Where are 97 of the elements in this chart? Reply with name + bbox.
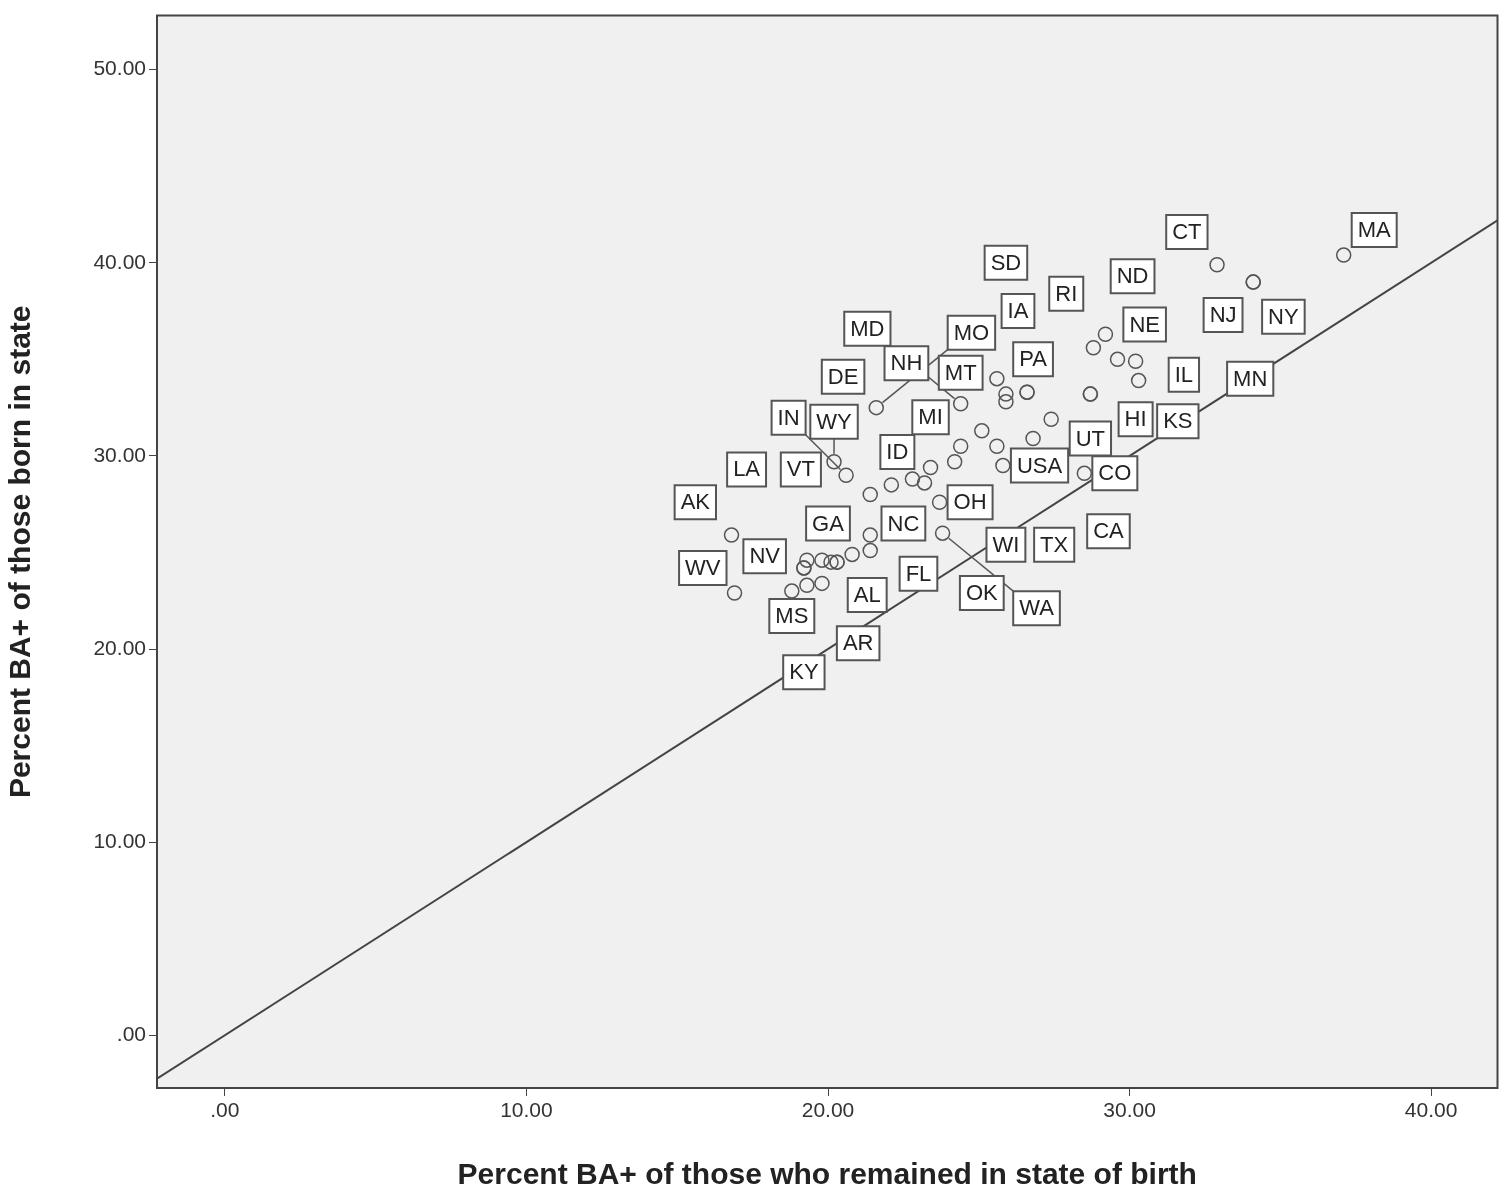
point (1209, 256, 1225, 273)
annotation: KS (1163, 408, 1193, 434)
annotation: FL (905, 560, 932, 586)
point (868, 399, 885, 416)
y-tick-label: 40.00 (93, 249, 146, 273)
x-tick-label: 40.00 (1404, 1098, 1458, 1122)
annotation: MA (1357, 217, 1392, 243)
annotation: MT (944, 359, 977, 385)
point (989, 370, 1005, 387)
point (1127, 353, 1144, 370)
point (1043, 411, 1059, 427)
annotation: USA (1016, 452, 1063, 478)
point (922, 459, 939, 476)
x-tick-label: 10.00 (500, 1098, 553, 1122)
annotation: MS (775, 603, 809, 629)
y-tick-label: .00 (116, 1022, 146, 1046)
annotation: IN (777, 404, 800, 430)
point (823, 554, 839, 570)
point (826, 453, 842, 470)
annotation: PA (1019, 346, 1048, 372)
annotation: AK (680, 489, 711, 515)
point (814, 552, 830, 568)
x-tick-label: 20.00 (801, 1098, 855, 1122)
annotation: WY (816, 408, 853, 434)
point (952, 438, 969, 455)
annotation: MO (953, 319, 990, 345)
point (1130, 372, 1147, 389)
annotation: ID (886, 439, 909, 465)
point (799, 552, 815, 568)
annotation: HI (1124, 406, 1147, 432)
annotation: OH (953, 489, 987, 515)
x-axis-title: Percent BA+ of those who remained in state of birth (457, 1157, 1197, 1191)
x-tick-label: .00 (210, 1098, 240, 1122)
annotation: NY (1268, 303, 1299, 329)
annotation: UT (1075, 425, 1106, 451)
point (1335, 247, 1352, 263)
annotation: NJ (1209, 302, 1237, 327)
annotation: MI (918, 404, 943, 430)
annotation: GA (812, 510, 845, 536)
annotation: LA (733, 456, 761, 482)
annotation: MN (1233, 365, 1268, 391)
y-tick-label: 10.00 (93, 828, 146, 852)
annotation: SD (990, 249, 1022, 275)
annotation: OK (965, 580, 999, 606)
point (844, 546, 860, 563)
annotation: TX (1040, 531, 1069, 557)
y-tick-label: 30.00 (93, 442, 146, 466)
annotation: VT (786, 456, 815, 482)
point (946, 453, 963, 470)
point (862, 542, 878, 559)
point (814, 575, 830, 592)
annotation: CT (1172, 218, 1202, 244)
point (883, 477, 900, 493)
point (723, 527, 740, 543)
annotation: WA (1019, 595, 1055, 621)
annotation: KY (789, 659, 819, 685)
annotation: RI (1055, 280, 1078, 306)
point (1076, 465, 1093, 482)
annotation: AR (842, 630, 874, 656)
point (799, 577, 815, 594)
annotation: NE (1129, 311, 1160, 337)
point (931, 494, 948, 511)
point (862, 486, 878, 503)
annotation: WI (992, 531, 1020, 557)
point (1025, 430, 1041, 447)
annotation: CA (1093, 518, 1125, 544)
y-tick-label: 50.00 (93, 56, 146, 80)
annotation: WV (685, 555, 721, 581)
point (998, 386, 1014, 402)
point (1109, 351, 1126, 368)
annotation: IL (1174, 361, 1194, 387)
point (862, 527, 878, 543)
point (1097, 326, 1114, 342)
point (989, 438, 1005, 455)
annotation: MD (850, 315, 885, 341)
point (974, 423, 990, 439)
point (784, 583, 800, 599)
point (904, 471, 921, 487)
point (838, 467, 854, 483)
point (995, 457, 1011, 474)
x-tick-label: 30.00 (1103, 1098, 1156, 1122)
point (916, 475, 933, 491)
annotation: NH (890, 350, 923, 376)
y-axis-title: Percent BA+ of those born in state (3, 305, 37, 799)
annotation: ND (1116, 263, 1149, 289)
annotation: CO (1098, 460, 1132, 486)
point (934, 525, 951, 541)
annotation: NC (887, 510, 920, 536)
point (952, 396, 969, 412)
annotation: AL (853, 582, 881, 608)
annotation: IA (1007, 298, 1029, 324)
point (998, 394, 1014, 410)
y-tick-label: 20.00 (93, 635, 146, 659)
annotation: NV (749, 543, 781, 569)
point (1085, 340, 1102, 356)
annotation: DE (827, 363, 859, 389)
point (726, 585, 743, 601)
